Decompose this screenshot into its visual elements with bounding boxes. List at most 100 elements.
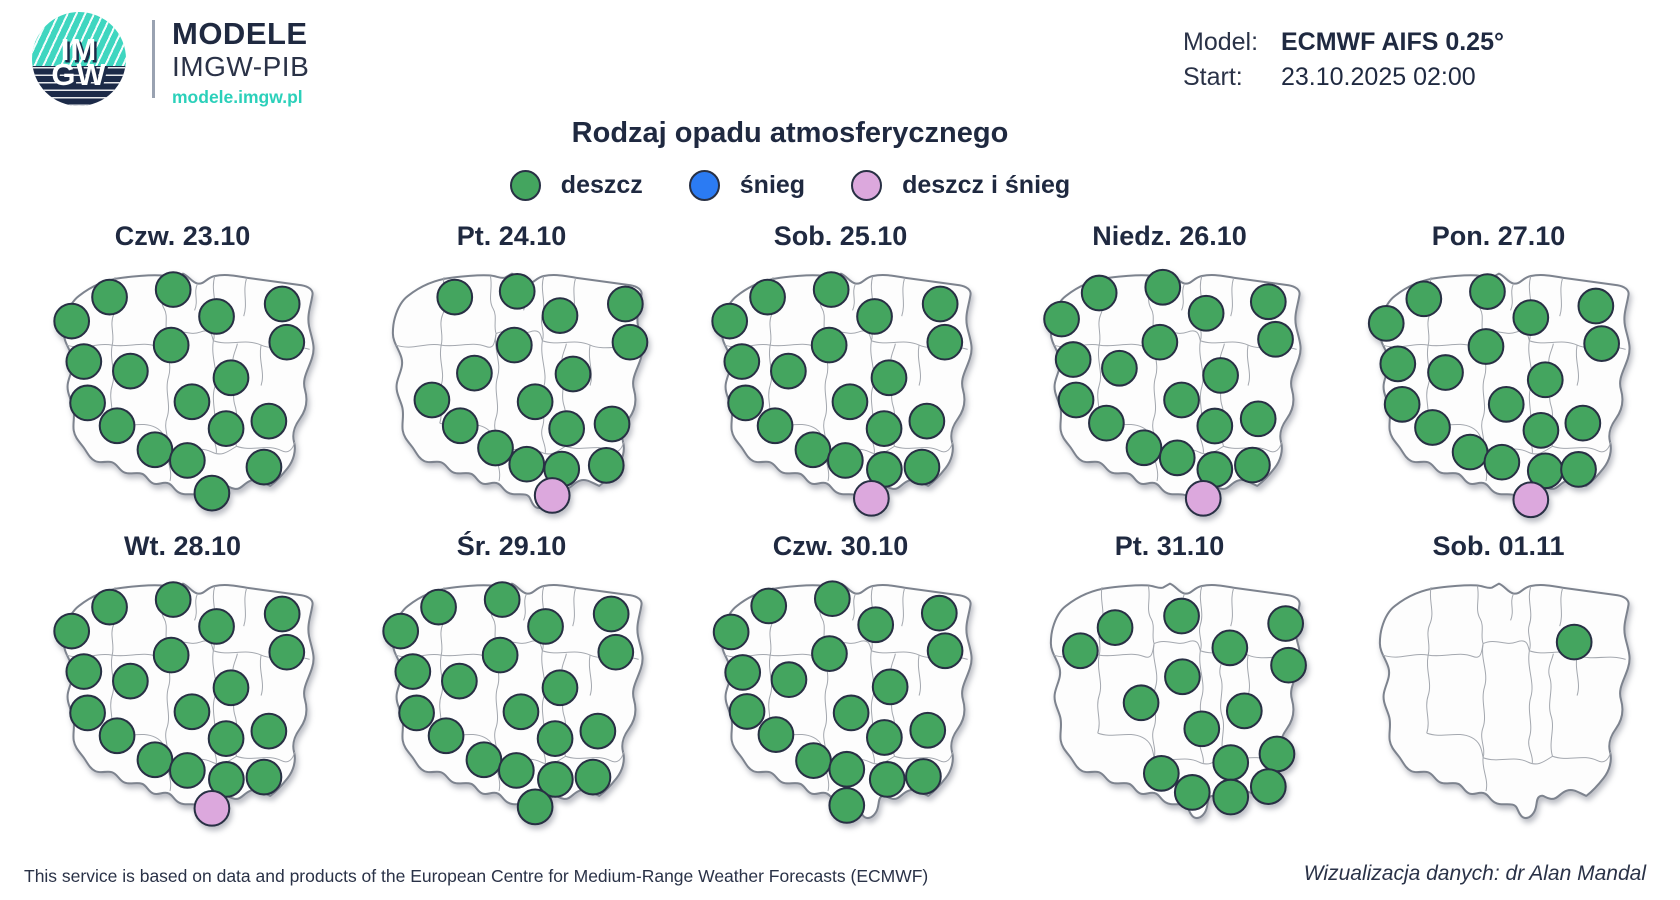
imgw-logo: IM GW (32, 12, 126, 106)
rain-dot (413, 381, 450, 419)
rain-dot (855, 298, 893, 335)
rain-dot (263, 595, 301, 633)
rain-dot (507, 445, 545, 483)
rain-dot (476, 429, 514, 467)
brand-title: MODELE (172, 16, 308, 51)
rain-dot (1426, 354, 1464, 391)
rain-dot (197, 608, 235, 645)
day-cell: Pt. 24.10 (347, 220, 676, 520)
rain-dot (574, 758, 611, 796)
legend-item-snow: śnieg (688, 170, 805, 201)
rain-dot (1522, 412, 1559, 449)
poland-map (391, 272, 648, 514)
rain-dot (263, 285, 301, 323)
rain-dot (168, 442, 206, 479)
day-title: Pt. 31.10 (1114, 531, 1225, 561)
rain-dot (1563, 404, 1601, 442)
day-title: Pt. 24.10 (456, 221, 567, 251)
day-cell: Pt. 31.10 (1005, 530, 1334, 830)
start-value: 23.10.2025 02:00 (1281, 63, 1476, 91)
rain-dot (1266, 605, 1304, 642)
poland-map (1367, 272, 1631, 519)
imgw-logo-text-gw: GW (51, 57, 107, 92)
rain-dot (1413, 409, 1451, 446)
poland-map (381, 581, 644, 826)
imgw-logo-text-im: IM (60, 32, 98, 67)
rain-dot (111, 662, 149, 700)
rain-dot (397, 694, 435, 732)
rain-dot (920, 594, 958, 632)
rain-dot (748, 278, 786, 316)
rain-dot (483, 581, 521, 618)
rain-dot-icon (509, 170, 541, 201)
rain-dot (1269, 646, 1307, 684)
rain-dot (64, 343, 102, 380)
rain-dot (1182, 710, 1220, 748)
rain-dot (207, 720, 244, 757)
rain-dot (1483, 443, 1520, 481)
rain-dot (197, 298, 235, 335)
rain-dot (1054, 341, 1092, 378)
logo-divider (152, 20, 155, 98)
rain-dot (756, 407, 793, 445)
rain-dot (1451, 433, 1488, 471)
rain-dot (554, 355, 591, 393)
rain-dot (212, 669, 249, 707)
rain-dot (871, 668, 909, 706)
rain-dot (723, 654, 761, 691)
legend-item-mixed: deszcz i śnieg (851, 170, 1070, 201)
rain-dot (810, 635, 848, 672)
rain-dot (722, 343, 760, 380)
rain-dot (173, 383, 210, 421)
rain-dot (207, 410, 244, 447)
rain-dot (502, 693, 539, 731)
legend: deszcz śnieg deszcz i śnieg (0, 170, 1580, 201)
rain-dot (1122, 684, 1159, 722)
legend-label-mixed: deszcz i śnieg (902, 171, 1071, 199)
rain-dot (541, 297, 578, 334)
rain-dot (726, 384, 764, 422)
rain-dot (250, 402, 287, 440)
rain-dot (497, 752, 535, 789)
mixed-dot (193, 789, 230, 827)
rain-dot (1162, 381, 1200, 419)
rain-dot (1233, 446, 1271, 484)
day-cell: Śr. 29.10 (347, 530, 676, 830)
day-title: Sob. 25.10 (773, 221, 908, 251)
rain-dot (827, 787, 865, 824)
ecmwf-attribution: This service is based on data and produc… (24, 866, 929, 886)
rain-dot (1559, 451, 1597, 488)
rain-dot (1367, 305, 1405, 342)
imgw-logo-teal-hatch (32, 12, 126, 66)
rain-dot (593, 405, 630, 443)
brand-block: MODELE IMGW-PIB modele.imgw.pl (172, 16, 309, 108)
rain-dot (1378, 345, 1416, 383)
mixed-dot (533, 477, 571, 514)
rain-dot (813, 580, 851, 618)
rain-dot (1211, 744, 1249, 781)
visualization-credit: Wizualizacja danych: dr Alan Mandal (1303, 862, 1646, 885)
rain-dot (152, 326, 190, 364)
rain-dot (526, 608, 564, 645)
rain-dot (1239, 400, 1277, 438)
rain-dot (1057, 381, 1094, 419)
imgw-logo-navy-waves (32, 65, 126, 106)
rain-dot (245, 758, 282, 796)
rain-dot (136, 431, 173, 469)
day-title: Wt. 28.10 (123, 531, 242, 561)
rain-dot (1467, 328, 1504, 365)
rain-dot (1163, 658, 1201, 696)
rain-dot (1087, 404, 1125, 442)
model-value: ECMWF AIFS 0.25° (1281, 28, 1504, 56)
rain-dot (250, 712, 287, 750)
rain-dot (827, 750, 865, 788)
rain-dot (427, 717, 464, 755)
rain-dot (1487, 385, 1525, 423)
poland-map (1042, 268, 1302, 517)
poland-map (52, 581, 315, 827)
rain-dot (173, 693, 210, 731)
rain-dot (592, 595, 630, 633)
rain-dot (52, 612, 90, 650)
rain-dot (710, 302, 748, 340)
rain-dot (516, 788, 553, 826)
